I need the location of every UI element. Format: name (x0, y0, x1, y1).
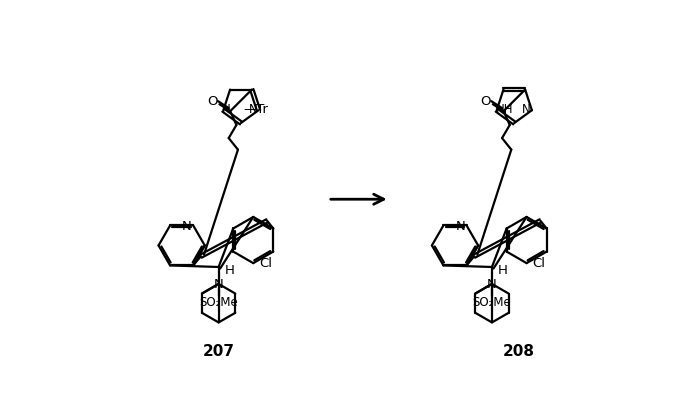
Text: SO₂Me: SO₂Me (199, 296, 238, 309)
Text: 208: 208 (503, 344, 535, 359)
Text: NH: NH (496, 103, 513, 116)
Text: H: H (225, 263, 235, 276)
Text: Cl: Cl (259, 256, 272, 270)
Text: N: N (182, 220, 192, 234)
Text: SO₂Me: SO₂Me (473, 296, 511, 309)
Text: N: N (214, 278, 223, 291)
Text: Cl: Cl (533, 256, 545, 270)
Text: 207: 207 (202, 344, 234, 359)
Text: —Tr: —Tr (244, 103, 268, 116)
Text: O: O (207, 95, 218, 108)
Text: H: H (498, 263, 508, 276)
Text: O: O (481, 95, 491, 108)
Text: N: N (522, 103, 531, 116)
Text: N: N (456, 220, 466, 234)
Text: N: N (487, 278, 497, 291)
Text: N: N (222, 103, 231, 116)
Text: N: N (248, 103, 258, 116)
